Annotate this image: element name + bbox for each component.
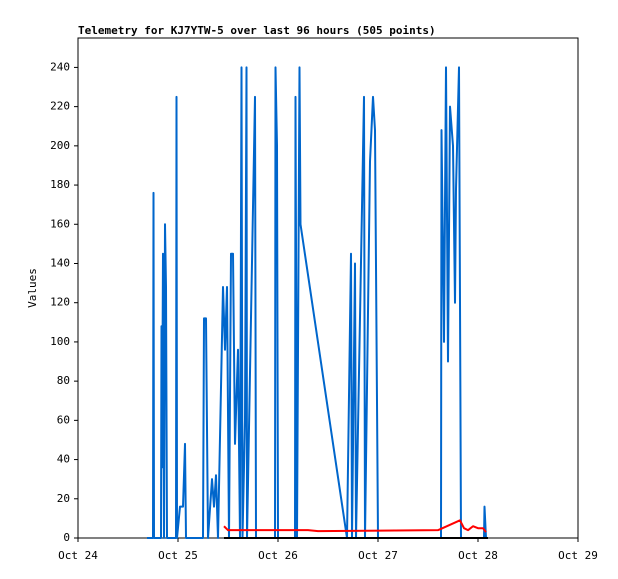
y-tick-label: 180 (50, 178, 70, 191)
y-axis-label: Values (26, 268, 39, 308)
y-tick-label: 40 (57, 453, 70, 466)
series-line (147, 66, 487, 539)
chart-title: Telemetry for KJ7YTW-5 over last 96 hour… (78, 24, 436, 37)
y-tick-label: 140 (50, 256, 70, 269)
y-tick-label: 240 (50, 60, 70, 73)
x-tick-label: Oct 26 (258, 549, 298, 562)
series-line (223, 519, 487, 533)
y-tick-label: 220 (50, 100, 70, 113)
x-tick-label: Oct 24 (58, 549, 98, 562)
y-tick-label: 200 (50, 139, 70, 152)
y-tick-label: 60 (57, 413, 70, 426)
y-tick-label: 80 (57, 374, 70, 387)
x-tick-label: Oct 25 (158, 549, 198, 562)
y-tick-label: 100 (50, 335, 70, 348)
x-tick-label: Oct 27 (358, 549, 398, 562)
y-tick-label: 20 (57, 492, 70, 505)
y-tick-label: 160 (50, 217, 70, 230)
y-tick-label: 0 (63, 531, 70, 544)
x-tick-label: Oct 29 (558, 549, 598, 562)
x-tick-label: Oct 28 (458, 549, 498, 562)
y-tick-label: 120 (50, 296, 70, 309)
